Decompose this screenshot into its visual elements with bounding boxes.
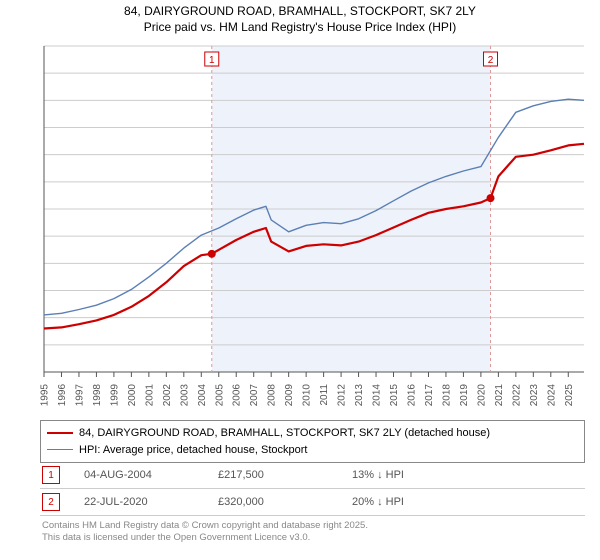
legend-label: 84, DAIRYGROUND ROAD, BRAMHALL, STOCKPOR… bbox=[79, 425, 490, 442]
svg-text:2003: 2003 bbox=[179, 384, 190, 407]
svg-text:2024: 2024 bbox=[546, 384, 557, 407]
svg-text:2004: 2004 bbox=[197, 384, 208, 407]
legend-swatch bbox=[47, 449, 73, 450]
svg-text:2008: 2008 bbox=[267, 384, 278, 407]
marker-row: 1 04-AUG-2004 £217,500 13% ↓ HPI bbox=[40, 462, 585, 489]
marker-number-box: 2 bbox=[42, 493, 60, 511]
svg-text:2023: 2023 bbox=[529, 384, 540, 407]
svg-text:2018: 2018 bbox=[441, 384, 452, 407]
svg-text:2000: 2000 bbox=[127, 384, 138, 407]
line-chart: £0£50K£100K£150K£200K£250K£300K£350K£400… bbox=[40, 42, 588, 412]
marker-row: 2 22-JUL-2020 £320,000 20% ↓ HPI bbox=[40, 489, 585, 516]
title-line-1: 84, DAIRYGROUND ROAD, BRAMHALL, STOCKPOR… bbox=[0, 4, 600, 20]
svg-text:2025: 2025 bbox=[564, 384, 575, 407]
svg-text:2017: 2017 bbox=[424, 384, 435, 407]
marker-date: 04-AUG-2004 bbox=[84, 469, 194, 481]
marker-price: £320,000 bbox=[218, 496, 328, 508]
svg-text:2020: 2020 bbox=[476, 384, 487, 407]
svg-text:1996: 1996 bbox=[57, 384, 68, 407]
svg-text:2022: 2022 bbox=[511, 384, 522, 407]
svg-text:2013: 2013 bbox=[354, 384, 365, 407]
copyright-line-2: This data is licensed under the Open Gov… bbox=[42, 532, 583, 544]
svg-text:2012: 2012 bbox=[337, 384, 348, 407]
svg-text:2021: 2021 bbox=[494, 384, 505, 407]
svg-text:1999: 1999 bbox=[109, 384, 120, 407]
svg-text:2019: 2019 bbox=[459, 384, 470, 407]
legend-row: 84, DAIRYGROUND ROAD, BRAMHALL, STOCKPOR… bbox=[47, 425, 578, 442]
markers-table: 1 04-AUG-2004 £217,500 13% ↓ HPI 2 22-JUL-202… bbox=[40, 462, 585, 545]
marker-number-box: 1 bbox=[42, 466, 60, 484]
legend-row: HPI: Average price, detached house, Stoc… bbox=[47, 442, 578, 459]
copyright-line-1: Contains HM Land Registry data © Crown c… bbox=[42, 520, 583, 532]
marker-delta: 20% ↓ HPI bbox=[352, 496, 462, 508]
svg-text:2010: 2010 bbox=[302, 384, 313, 407]
svg-text:2002: 2002 bbox=[162, 384, 173, 407]
svg-text:2014: 2014 bbox=[372, 384, 383, 407]
title-block: 84, DAIRYGROUND ROAD, BRAMHALL, STOCKPOR… bbox=[0, 0, 600, 35]
marker-delta: 13% ↓ HPI bbox=[352, 469, 462, 481]
svg-text:1995: 1995 bbox=[40, 384, 51, 407]
svg-text:2007: 2007 bbox=[249, 384, 260, 407]
svg-text:1: 1 bbox=[209, 55, 215, 66]
svg-text:2001: 2001 bbox=[144, 384, 155, 407]
svg-text:2009: 2009 bbox=[284, 384, 295, 407]
copyright: Contains HM Land Registry data © Crown c… bbox=[40, 516, 585, 545]
legend: 84, DAIRYGROUND ROAD, BRAMHALL, STOCKPOR… bbox=[40, 420, 585, 463]
svg-text:2011: 2011 bbox=[319, 384, 330, 406]
marker-date: 22-JUL-2020 bbox=[84, 496, 194, 508]
legend-label: HPI: Average price, detached house, Stoc… bbox=[79, 442, 308, 459]
svg-text:2005: 2005 bbox=[214, 384, 225, 407]
svg-text:2: 2 bbox=[488, 55, 494, 66]
marker-price: £217,500 bbox=[218, 469, 328, 481]
svg-text:2016: 2016 bbox=[406, 384, 417, 407]
svg-text:1997: 1997 bbox=[74, 384, 85, 407]
chart-area: £0£50K£100K£150K£200K£250K£300K£350K£400… bbox=[40, 42, 588, 412]
svg-text:1998: 1998 bbox=[92, 384, 103, 407]
svg-text:2006: 2006 bbox=[232, 384, 243, 407]
chart-container: 84, DAIRYGROUND ROAD, BRAMHALL, STOCKPOR… bbox=[0, 0, 600, 560]
legend-swatch bbox=[47, 432, 73, 434]
title-line-2: Price paid vs. HM Land Registry's House … bbox=[0, 20, 600, 36]
svg-text:2015: 2015 bbox=[389, 384, 400, 407]
